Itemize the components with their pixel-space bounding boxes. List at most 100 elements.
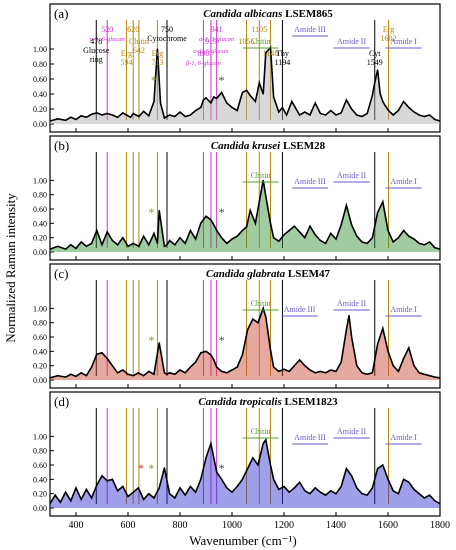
spectrum-point [85, 116, 87, 118]
spectrum-point [122, 237, 124, 239]
panel-title-species: Candida tropicalis [198, 396, 284, 408]
annotation-label: Amide I [390, 177, 417, 186]
spectrum-point [143, 235, 145, 237]
panel-label: (c) [54, 266, 68, 281]
spectrum-point [377, 343, 379, 345]
spectrum-point [377, 468, 379, 470]
spectrum-point [70, 500, 72, 502]
panel-d: 0.00 0.20 0.40 0.60 0.80 1.00 (d) Candida tropi… [33, 391, 441, 517]
panel-label: (d) [54, 394, 69, 409]
spectrum-point [169, 372, 171, 374]
spectrum-point [377, 69, 379, 71]
spectrum-point [57, 118, 59, 120]
spectrum-point [330, 232, 332, 234]
spectrum-point [91, 497, 93, 499]
spectrum-point [91, 113, 93, 115]
spectrum-point [288, 229, 290, 232]
annotation-label: Erg [383, 25, 394, 34]
spectrum-point [205, 215, 207, 217]
spectrum-point [392, 114, 394, 116]
star-marker: * [219, 461, 225, 475]
y-tick-label: 0.40 [33, 90, 47, 99]
spectrum-point [111, 365, 113, 367]
spectrum-point [403, 357, 405, 360]
spectrum-point [49, 248, 51, 250]
panel-frame [49, 135, 441, 261]
spectrum-point [423, 244, 425, 246]
y-tick-label: 1.00 [33, 45, 47, 54]
spectrum-point [174, 373, 176, 375]
spectrum-point [265, 52, 267, 54]
spectrum-point [49, 377, 51, 379]
spectrum-point [377, 212, 379, 214]
spectrum-point [153, 497, 155, 499]
spectrum-point [169, 239, 171, 242]
annotation-label: ring [90, 55, 103, 64]
annotation-label: 1602 [381, 34, 397, 43]
spectrum-point [325, 242, 327, 244]
spectrum-point [91, 242, 93, 244]
spectrum-point [340, 361, 342, 363]
spectrum-point [361, 372, 363, 374]
spectrum-point [351, 475, 353, 477]
spectrum-point [262, 93, 264, 95]
spectrum-point [345, 329, 347, 331]
annotation-label: α-1, 3-glucan [199, 36, 234, 43]
spectrum-point [382, 100, 384, 103]
x-tick-label: 800 [173, 520, 188, 531]
spectrum-point [65, 376, 67, 378]
spectrum-point [304, 490, 306, 492]
spectrum-point [96, 484, 98, 486]
spectrum-point [392, 241, 394, 243]
spectrum-point [293, 487, 295, 489]
spectrum-point [241, 229, 243, 232]
spectrum-point [356, 114, 358, 116]
spectrum-point [340, 485, 342, 488]
spectrum-point [356, 235, 358, 237]
x-tick-label: 400 [69, 520, 84, 531]
panel-b: 0.00 0.20 0.40 0.60 0.80 1.00 (b) Candida kruse… [33, 135, 441, 261]
annotation-label: 1105 [251, 25, 267, 34]
spectrum-point [273, 366, 275, 368]
spectrum-point [189, 485, 191, 488]
spectrum-point [106, 357, 108, 360]
spectrum-point [210, 442, 212, 445]
spectrum-point [269, 222, 272, 224]
spectrum-point [403, 478, 405, 480]
spectrum-point [299, 114, 301, 116]
spectrum-point [254, 100, 256, 103]
spectrum-point [299, 231, 301, 233]
spectrum-point [158, 209, 160, 211]
spectrum-point [278, 111, 280, 113]
spectrum-point [213, 96, 215, 98]
spectrum-point [269, 464, 272, 466]
spectrum-point [439, 248, 441, 250]
star-marker: * [148, 205, 154, 219]
spectrum-point [286, 114, 288, 116]
spectrum-point [408, 347, 410, 349]
spectrum-point [226, 242, 228, 244]
spectrum-point [325, 372, 327, 374]
spectrum-point [236, 366, 238, 368]
spectrum-point [153, 373, 155, 375]
spectrum-point [397, 370, 399, 372]
panel-title-species: Candida glabrata [206, 268, 288, 280]
spectrum-point [392, 365, 394, 367]
spectrum-point [231, 491, 233, 493]
panel-title: Candida glabrata LSEM47 [206, 268, 331, 280]
spectrum-point [319, 491, 321, 493]
spectrum-point [148, 493, 150, 495]
panel-title-species: Candida krusei [211, 140, 283, 152]
annotation-label: Amide III [294, 433, 326, 442]
spectrum-point [85, 245, 87, 247]
annotation-label: Cyt [369, 49, 381, 58]
spectrum-point [273, 237, 275, 239]
spectrum-point [356, 365, 358, 367]
y-tick-label: 0.80 [33, 319, 47, 328]
spectrum-point [408, 106, 410, 109]
annotation-label: 1194 [275, 58, 291, 67]
spectrum-point [210, 102, 212, 104]
spectrum-point [319, 112, 321, 115]
annotation-label: 478 [90, 37, 102, 46]
spectrum-point [293, 365, 295, 367]
